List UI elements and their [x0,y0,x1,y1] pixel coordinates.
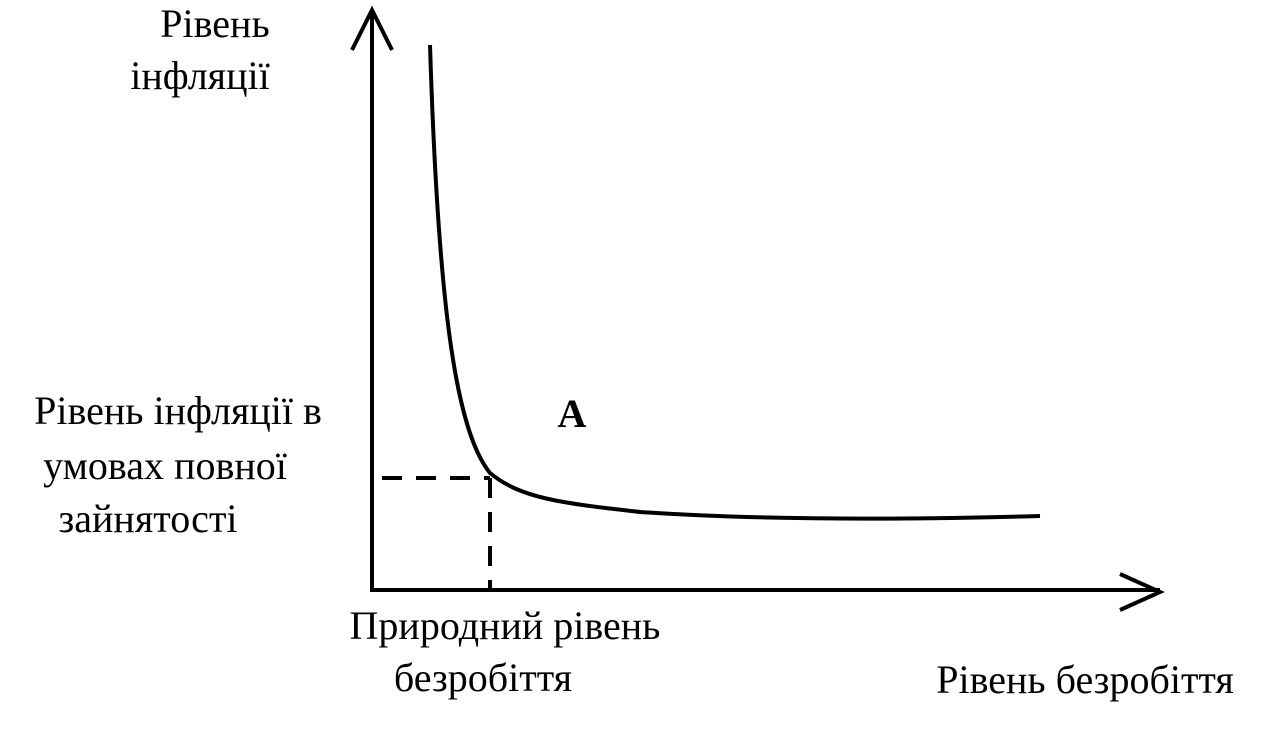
natural-rate-label: Природний рівень [350,603,661,648]
full-employment-label: зайнятості [58,496,237,541]
full-employment-label: умовах повної [43,443,288,488]
natural-rate-label: безробіття [394,655,572,700]
full-employment-label: Рівень інфляції в [34,388,322,433]
x-axis-arrow [1119,572,1165,612]
y-axis-arrow [350,5,394,51]
phillips-curve [428,44,1041,521]
x-axis-label: Рівень безробіття [936,657,1234,702]
point-label: A [558,391,587,436]
y-axis-label: інфляції [130,53,270,98]
y-axis-label: Рівень [160,1,269,46]
